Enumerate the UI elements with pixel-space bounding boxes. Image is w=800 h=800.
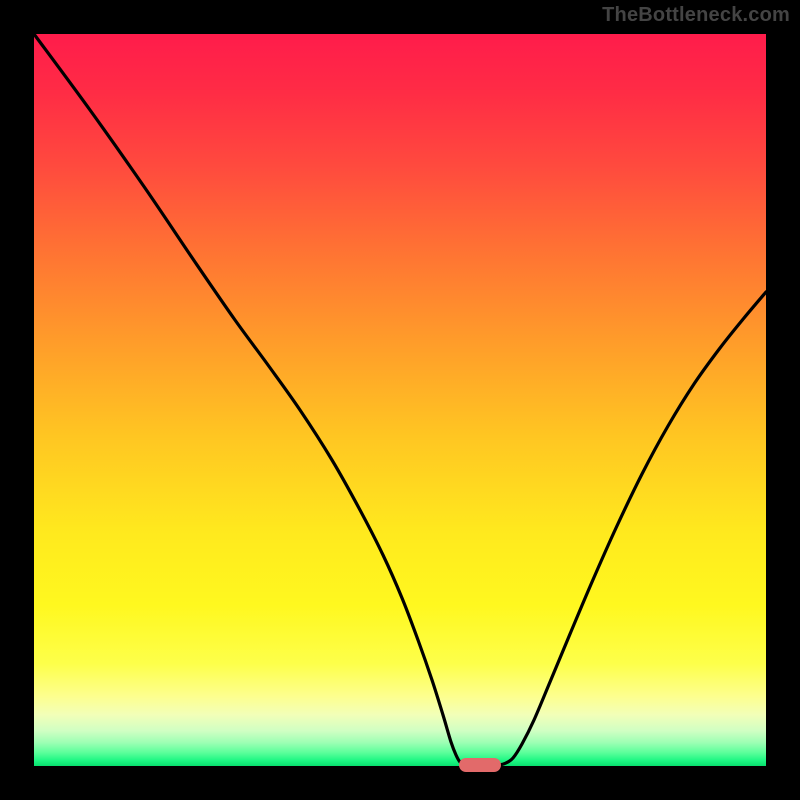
plot-background: [34, 34, 766, 766]
gradient-plot: [0, 0, 800, 800]
optimal-marker: [459, 758, 501, 772]
attribution-text: TheBottleneck.com: [602, 4, 790, 27]
chart-canvas: TheBottleneck.com: [0, 0, 800, 800]
